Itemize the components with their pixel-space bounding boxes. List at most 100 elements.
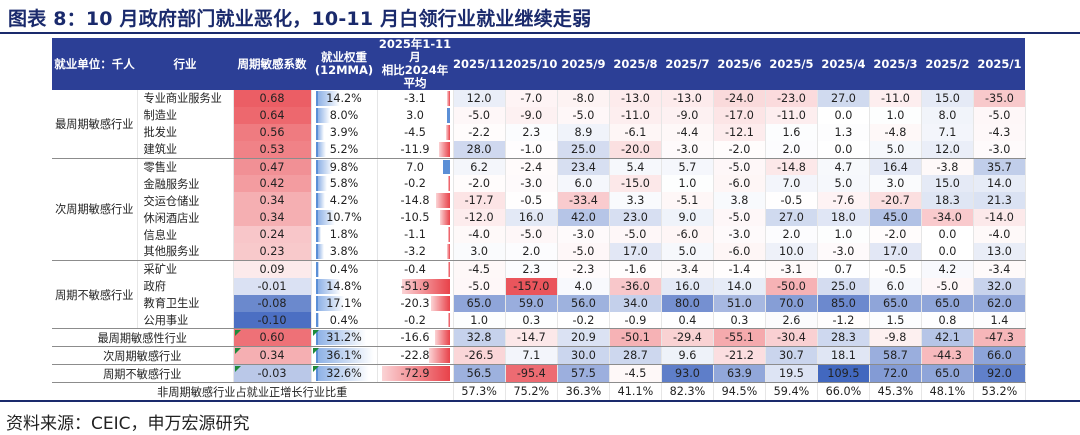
month-value: 7.1 <box>921 123 974 141</box>
footer-value: 82.3% <box>661 382 714 402</box>
month-value: -2.0 <box>453 175 506 193</box>
delta-cell: -22.8 <box>377 346 454 366</box>
month-value: 32.0 <box>973 277 1026 295</box>
weight-cell: 0.4% <box>311 260 378 278</box>
month-value: -6.1 <box>609 123 662 141</box>
header-weight-line1: 就业权重 <box>321 50 367 64</box>
month-value: -11.0 <box>869 90 922 107</box>
month-value: 30.7 <box>765 346 818 366</box>
month-value: -3.8 <box>921 158 974 176</box>
month-value: 16.0 <box>505 209 558 227</box>
month-value: -44.3 <box>921 346 974 366</box>
month-value: -0.5 <box>505 192 558 210</box>
month-value: -34.0 <box>921 209 974 227</box>
month-value: 0.3 <box>713 311 766 330</box>
month-value: 1.0 <box>869 106 922 124</box>
month-value: -50.0 <box>765 277 818 295</box>
month-value: -5.0 <box>973 106 1026 124</box>
month-value: -15.0 <box>609 175 662 193</box>
sensitivity-cell: -0.01 <box>233 277 312 295</box>
month-value: 1.3 <box>817 123 870 141</box>
month-value: 28.7 <box>609 346 662 366</box>
delta-bar <box>447 176 450 192</box>
delta-value: -22.8 <box>400 349 430 363</box>
month-value: 6.0 <box>557 175 610 193</box>
month-value: 0.7 <box>817 260 870 278</box>
delta-value: -72.9 <box>400 367 430 381</box>
footer-value: 94.5% <box>713 382 766 402</box>
weight-value: 5.2% <box>329 142 359 156</box>
month-value: 15.0 <box>921 90 974 107</box>
sensitivity-value: 0.60 <box>259 331 285 345</box>
month-value: -4.5 <box>453 260 506 278</box>
month-value: -1.4 <box>713 260 766 278</box>
month-value: -12.0 <box>453 209 506 227</box>
weight-cell: 10.7% <box>311 209 378 227</box>
month-value: -5.0 <box>557 106 610 124</box>
table-row: 交运仓储业 0.34 4.2% -14.8 -17.7 -0.5 -33.4 3.3 -5.1 3… <box>52 192 1026 210</box>
month-value: 0.0 <box>817 140 870 159</box>
sensitivity-cell: 0.23 <box>233 243 312 261</box>
month-value: 5.0 <box>869 140 922 159</box>
weight-value: 32.6% <box>326 367 362 381</box>
month-value: -3.0 <box>817 243 870 261</box>
month-value: -4.0 <box>973 226 1026 244</box>
month-value: -14.0 <box>973 209 1026 227</box>
month-value: 0.3 <box>505 311 558 330</box>
sensitivity-value: 0.68 <box>259 91 285 105</box>
month-value: -1.2 <box>817 311 870 330</box>
footer-value: 48.1% <box>921 382 974 402</box>
month-value: 58.7 <box>869 346 922 366</box>
delta-bar <box>447 312 450 328</box>
weight-value: 8.0% <box>329 108 359 122</box>
employment-table: 就业单位：千人 行业 周期敏感系数 就业权重 (12MMA) 2025年1-11月… <box>52 38 1026 402</box>
weight-cell: 8.0% <box>311 106 378 124</box>
month-value: 1.0 <box>661 175 714 193</box>
month-value: 80.0 <box>661 294 714 312</box>
summary-label: 最周期敏感性行业 <box>52 328 234 348</box>
month-value: -2.0 <box>869 226 922 244</box>
weight-cell: 31.2% <box>311 328 378 348</box>
summary-row: 最周期敏感性行业 0.60 31.2% -16.6 32.8 -14.7 20.9 -50.1… <box>52 328 1026 348</box>
footer-value: 41.1% <box>609 382 662 402</box>
sensitivity-cell: 0.53 <box>233 140 312 159</box>
flag-icon <box>312 348 319 355</box>
month-value: 16.4 <box>869 158 922 176</box>
delta-bar <box>438 141 450 157</box>
sensitivity-cell: -0.08 <box>233 294 312 312</box>
sensitivity-cell: 0.64 <box>233 106 312 124</box>
month-value: 32.8 <box>453 328 506 348</box>
weight-bar <box>315 227 321 243</box>
month-value: 25.0 <box>817 277 870 295</box>
month-value: -35.0 <box>973 90 1026 107</box>
month-value: -1.0 <box>505 140 558 159</box>
footer-value: 57.3% <box>453 382 506 402</box>
weight-cell: 1.8% <box>311 226 378 244</box>
weight-bar <box>315 141 326 157</box>
weight-value: 5.8% <box>329 177 359 191</box>
sensitivity-value: 0.34 <box>259 194 285 208</box>
month-value: 1.4 <box>973 311 1026 330</box>
month-value: -0.5 <box>765 192 818 210</box>
table-row: 批发业 0.56 3.9% -4.5 -2.2 2.3 8.9 -6.1 -4.4 -12.1 1.… <box>52 123 1026 141</box>
header-weight-line2: (12MMA) <box>314 63 374 77</box>
month-value: 25.0 <box>557 140 610 159</box>
delta-cell: -72.9 <box>377 364 454 384</box>
month-value: 5.0 <box>817 175 870 193</box>
weight-bar <box>315 193 325 209</box>
month-value: -5.0 <box>505 226 558 244</box>
delta-cell: -1.1 <box>377 226 454 244</box>
month-value: 28.0 <box>453 140 506 159</box>
table-row: 次周期敏感行业 零售业 0.47 9.8% 7.0 6.2 -2.4 23.4 5.4 5.7 -5… <box>52 158 1026 261</box>
month-value: 13.0 <box>973 243 1026 261</box>
month-value: -4.8 <box>869 123 922 141</box>
delta-bar <box>428 348 450 364</box>
weight-value: 14.8% <box>326 279 362 293</box>
delta-bar <box>446 107 450 123</box>
month-value: -11.0 <box>609 106 662 124</box>
footer-row: 非周期敏感行业占就业正增长行业比重 57.3% 75.2% 36.3% 41.1% 82.… <box>52 382 1026 402</box>
month-value: -2.3 <box>557 260 610 278</box>
delta-bar <box>435 193 450 209</box>
month-value: 7.0 <box>765 175 818 193</box>
sensitivity-cell: 0.34 <box>233 209 312 227</box>
